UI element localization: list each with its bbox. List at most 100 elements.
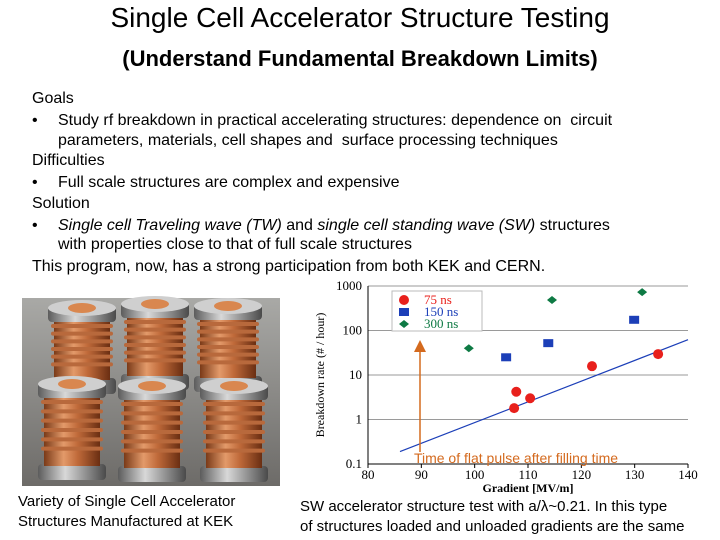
text-run: with properties close to that of full sc… [57, 236, 412, 253]
data-point [547, 295, 557, 304]
copper-ring [197, 345, 259, 349]
text-run: parameters, materials, cell shapes and s… [58, 132, 558, 149]
copper-ring [124, 358, 186, 363]
copper-port [58, 379, 86, 389]
copper-ring [197, 329, 259, 334]
title: Single Cell Accelerator Structure Testin… [110, 2, 609, 33]
text-run: Solution [32, 195, 90, 212]
text-run: Full scale structures are complex and ex… [58, 174, 400, 191]
legend-label: 300 ns [424, 316, 458, 331]
body-line: Study rf breakdown in practical accelera… [58, 112, 613, 129]
data-point [511, 386, 522, 397]
data-point [543, 339, 554, 348]
copper-ring [203, 420, 265, 425]
copper-ring [203, 411, 265, 416]
data-point [509, 403, 520, 414]
copper-ring [203, 430, 265, 434]
data-point [637, 288, 648, 297]
copper-ring [124, 350, 186, 355]
copper-ring [121, 402, 183, 406]
x-tick-label: 120 [572, 467, 592, 482]
body-line: Single cell Traveling wave (TW) and sing… [58, 217, 610, 234]
photo [22, 296, 280, 486]
copper-ring [41, 446, 103, 451]
bullet: • [32, 174, 38, 191]
copper-ring [51, 362, 113, 367]
y-tick-label: 100 [343, 323, 363, 338]
legend-swatch [399, 320, 409, 328]
y-tick-label: 10 [349, 367, 362, 382]
annotation: Time of flat pulse after filling time [414, 450, 618, 466]
x-tick-label: 80 [362, 467, 375, 482]
caption-left: Structures Manufactured at KEK [18, 513, 233, 530]
copper-ring [41, 409, 103, 414]
body-line: This program, now, has a strong particip… [32, 258, 545, 275]
copper-ring [124, 343, 186, 347]
text-run: This program, now, has a strong particip… [32, 258, 545, 275]
copper-ring [203, 439, 265, 444]
copper-ring [197, 322, 259, 326]
copper-port [138, 381, 166, 391]
body-line: Solution [32, 195, 90, 212]
x-axis-label: Gradient [MV/m] [483, 481, 574, 495]
copper-ring [51, 331, 113, 336]
data-point [501, 353, 512, 362]
copper-ring [41, 400, 103, 404]
flange [200, 466, 268, 482]
y-tick-label: 0.1 [346, 456, 362, 471]
copper-ring [121, 430, 183, 434]
flange [118, 466, 186, 482]
copper-ring [41, 428, 103, 432]
y-axis-label: Breakdown rate (# / hour) [313, 313, 327, 438]
data-point [587, 361, 597, 372]
copper-ring [197, 337, 259, 342]
copper-port [141, 299, 169, 309]
legend-label: 150 ns [424, 304, 458, 319]
body-line: Goals [32, 90, 74, 107]
bullet: • [32, 217, 38, 234]
copper-ring [121, 448, 183, 453]
copper-ring [121, 439, 183, 444]
text-run: and [282, 217, 318, 234]
copper-ring [121, 420, 183, 425]
bullet: • [32, 112, 38, 129]
copper-ring [197, 352, 259, 357]
copper-ring [51, 339, 113, 344]
copper-ring [203, 402, 265, 406]
copper-ring [41, 437, 103, 442]
body-line: Difficulties [32, 152, 105, 169]
data-point [629, 315, 640, 324]
y-tick-label: 1000 [336, 278, 362, 293]
x-tick-label: 110 [518, 467, 537, 482]
text-run: Goals [32, 90, 74, 107]
text-run: Single cell Traveling wave (TW) [58, 217, 282, 234]
text-run: structures [535, 217, 610, 234]
data-point [525, 393, 536, 404]
subtitle: (Understand Fundamental Breakdown Limits… [122, 46, 598, 71]
body-line: with properties close to that of full sc… [57, 236, 412, 253]
body-text: Goals • Study rf breakdown in practical ac… [32, 90, 613, 275]
copper-ring [51, 324, 113, 328]
copper-ring [51, 354, 113, 359]
caption-right: SW accelerator structure test with a/λ~0… [300, 498, 667, 515]
copper-port [220, 381, 248, 391]
body-line: parameters, materials, cell shapes and s… [58, 132, 558, 149]
copper-ring [41, 418, 103, 423]
text-run: single cell standing wave (SW) [317, 217, 535, 234]
copper-ring [124, 335, 186, 340]
caption-left: Variety of Single Cell Accelerator [18, 493, 235, 510]
legend-swatch [399, 308, 409, 316]
chart: 1000 100 10 1 0.180 90 100 110 120 130 140 Gradient… [313, 278, 698, 495]
data-point [463, 344, 474, 353]
x-tick-label: 90 [415, 467, 428, 482]
text-run: Study rf breakdown in practical accelera… [58, 112, 613, 129]
copper-ring [121, 411, 183, 416]
copper-ring [51, 347, 113, 351]
copper-ring [124, 327, 186, 332]
copper-ring [197, 360, 259, 365]
body-line: Full scale structures are complex and ex… [58, 174, 400, 191]
x-tick-label: 140 [678, 467, 698, 482]
flange [38, 464, 106, 480]
y-tick-label: 1 [356, 412, 363, 427]
copper-ring [203, 448, 265, 453]
